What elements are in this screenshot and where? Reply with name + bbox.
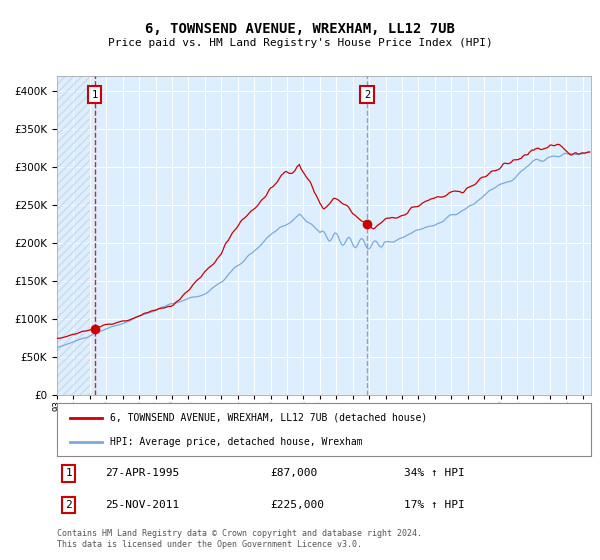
Text: HPI: Average price, detached house, Wrexham: HPI: Average price, detached house, Wrex… [110,437,363,447]
Text: Price paid vs. HM Land Registry's House Price Index (HPI): Price paid vs. HM Land Registry's House … [107,38,493,48]
Text: 2: 2 [65,500,72,510]
Text: 34% ↑ HPI: 34% ↑ HPI [404,468,465,478]
Text: 25-NOV-2011: 25-NOV-2011 [105,500,179,510]
Text: 1: 1 [65,468,72,478]
Text: 27-APR-1995: 27-APR-1995 [105,468,179,478]
Text: 1: 1 [92,90,98,100]
Text: 17% ↑ HPI: 17% ↑ HPI [404,500,465,510]
Text: £87,000: £87,000 [271,468,318,478]
Text: £225,000: £225,000 [271,500,325,510]
Text: Contains HM Land Registry data © Crown copyright and database right 2024.
This d: Contains HM Land Registry data © Crown c… [57,529,422,549]
Text: 2: 2 [364,90,370,100]
Text: 6, TOWNSEND AVENUE, WREXHAM, LL12 7UB (detached house): 6, TOWNSEND AVENUE, WREXHAM, LL12 7UB (d… [110,413,428,423]
Text: 6, TOWNSEND AVENUE, WREXHAM, LL12 7UB: 6, TOWNSEND AVENUE, WREXHAM, LL12 7UB [145,22,455,36]
